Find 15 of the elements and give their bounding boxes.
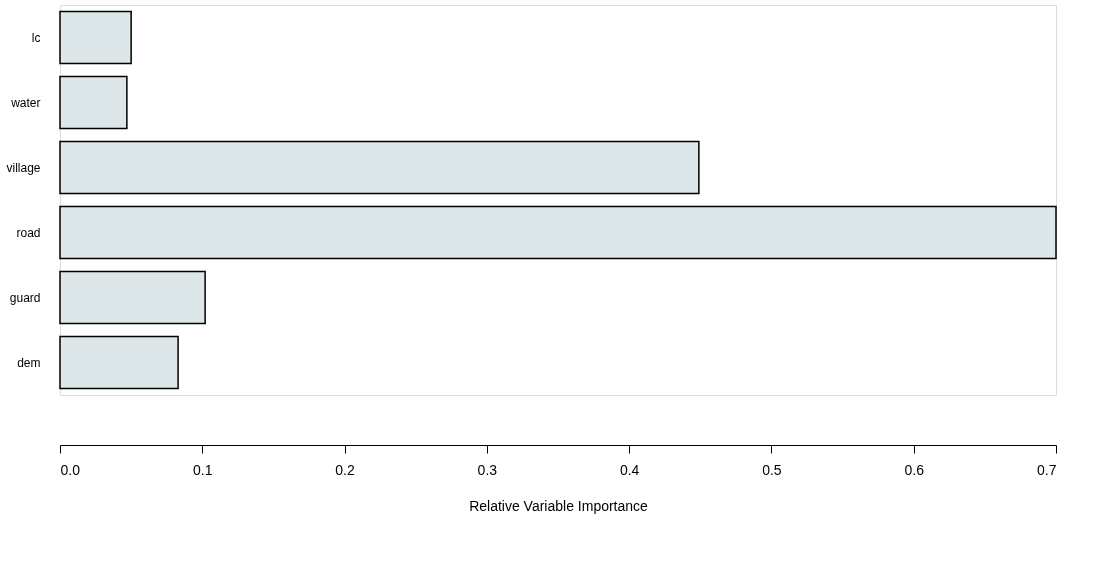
x-axis-title: Relative Variable Importance — [469, 497, 649, 514]
y-tick-label: water — [10, 95, 41, 110]
x-tick-label: 0.5 — [762, 461, 782, 478]
x-tick-label: 0.2 — [335, 461, 356, 478]
y-tick-label: lc — [31, 30, 41, 45]
x-tick-label: 0.4 — [619, 461, 640, 478]
x-tick-label: 0.0 — [60, 461, 81, 478]
x-tick-label: 0.1 — [193, 461, 213, 478]
y-tick-label: road — [16, 225, 41, 240]
x-tick-label: 0.3 — [477, 461, 498, 478]
y-tick-label: village — [6, 160, 41, 175]
x-tick-label: 0.7 — [1037, 461, 1057, 478]
y-tick-label: guard — [9, 290, 41, 305]
x-tick-label: 0.6 — [904, 461, 925, 478]
y-tick-label: dem — [17, 355, 41, 370]
